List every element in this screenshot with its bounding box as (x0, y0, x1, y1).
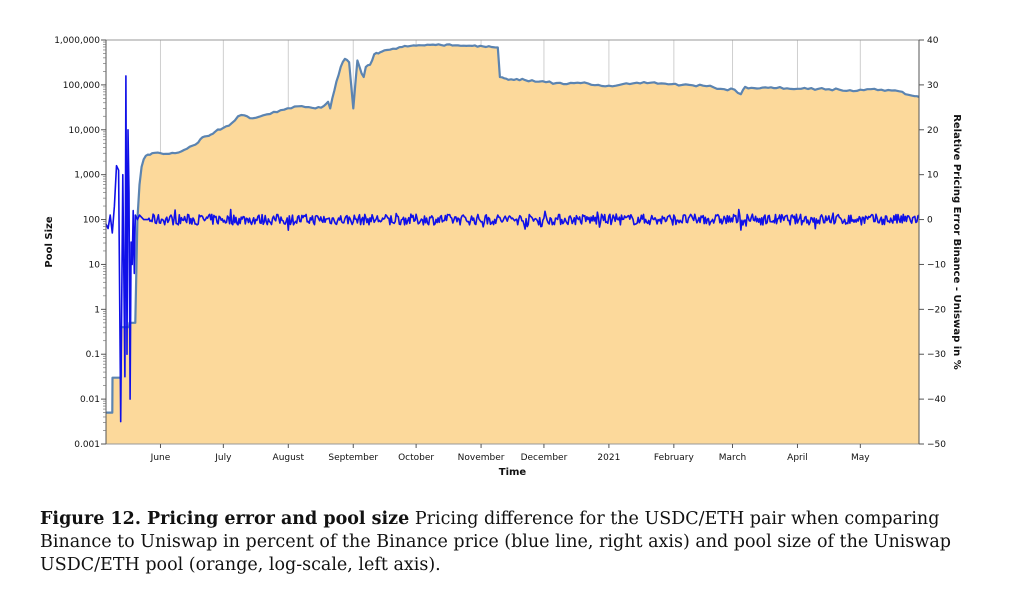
left-tick-label: 0.001 (74, 440, 100, 450)
left-tick-label: 0.01 (80, 395, 100, 405)
pricing-error-line (105, 75, 920, 423)
x-tick-label: November (458, 453, 505, 463)
x-tick-label: May (851, 453, 870, 463)
right-y-axis: −50 −40 −30 −20 −10 0 10 20 30 40 (918, 36, 946, 450)
right-tick-label: 40 (927, 36, 939, 46)
x-tick-label: July (214, 453, 232, 463)
left-tick-label: 1,000 (74, 171, 100, 181)
x-tick-label: February (654, 453, 695, 463)
x-tick-label: October (398, 453, 434, 463)
x-tick-label: September (328, 453, 378, 463)
right-tick-label: −30 (927, 350, 946, 360)
right-tick-label: −20 (927, 305, 946, 315)
x-tick-label: 2021 (597, 453, 620, 463)
left-tick-label: 1 (94, 305, 100, 315)
pricing-error-pool-size-chart: 0.0010.010.11101001,00010,000100,0001,00… (44, 36, 962, 478)
x-axis: June July August September October November De… (150, 444, 870, 463)
left-tick-label: 1,000,000 (54, 36, 100, 46)
left-tick-label: 10,000 (69, 126, 101, 136)
pool-size-line (106, 43, 920, 414)
left-y-axis: 0.001 0.01 0.1 1 10 100 1,000 10,000 100,000 1,00… (54, 36, 107, 450)
right-tick-label: 20 (927, 126, 939, 136)
x-tick-label: December (521, 453, 568, 463)
right-tick-label: 0 (927, 216, 933, 226)
left-tick-label: 100 (83, 216, 100, 226)
right-tick-label: −40 (927, 395, 946, 405)
x-tick-label: June (150, 453, 171, 463)
pool-size-area (106, 44, 919, 445)
x-axis-title: Time (499, 467, 527, 478)
figure-caption-label: Figure 12. Pricing error and pool size (40, 509, 410, 529)
left-y-axis-title: Pool Size (44, 216, 55, 267)
left-tick-label: 10 (89, 260, 101, 270)
right-y-axis-title: Relative Pricing Error Binance - Uniswap… (951, 114, 962, 370)
right-tick-label: 30 (927, 81, 939, 91)
x-tick-label: April (787, 453, 808, 463)
left-tick-label: 0.1 (86, 350, 100, 360)
right-tick-label: −10 (927, 260, 946, 270)
figure-caption-text: Pricing difference for the USDC/ETH pair… (40, 509, 951, 575)
right-tick-label: −50 (927, 440, 946, 450)
left-tick-label: 100,000 (63, 81, 100, 91)
figure-caption: Figure 12. Pricing error and pool size P… (40, 508, 980, 577)
x-tick-label: March (719, 453, 746, 463)
x-tick-label: August (273, 453, 305, 463)
right-tick-label: 10 (927, 171, 939, 181)
